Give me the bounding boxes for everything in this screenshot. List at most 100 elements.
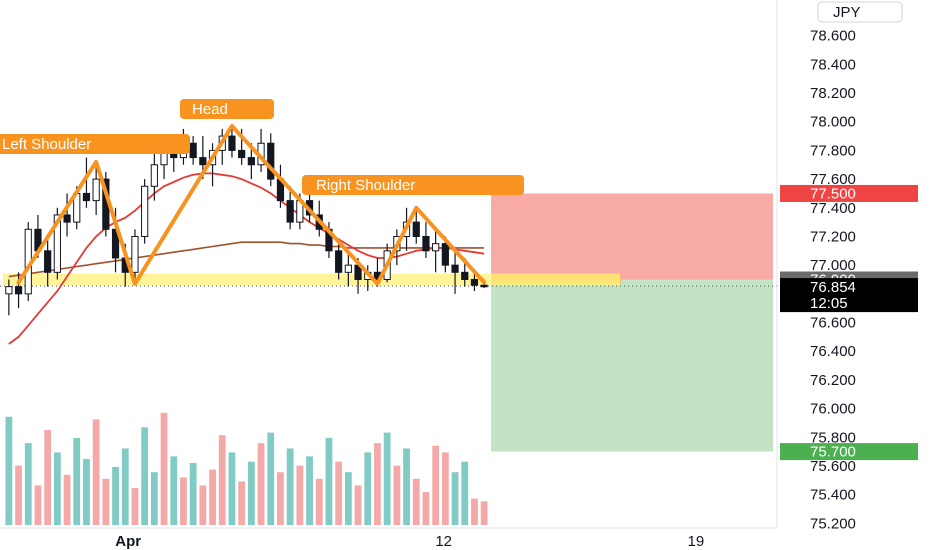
candle-body [286,200,294,223]
volume-bar [5,416,13,525]
volume-bar [150,472,158,525]
price-tick-label: 77.600 [810,171,856,188]
volume-bar [306,456,313,525]
price-tick-label: 75.600 [810,458,856,475]
candle-body [150,164,158,187]
volume-bar [315,478,323,525]
price-tick-label: 76.000 [810,401,856,418]
volume-bar [471,498,478,525]
volume-bar [218,435,226,525]
volume-bar [344,472,352,525]
neckline-highlight [2,273,620,286]
head-text: Head [192,101,228,118]
volume-bar [403,448,410,525]
candle-body [199,157,207,166]
volume-bar [480,501,488,525]
candle-body [412,221,420,237]
price-tick-label: 75.200 [810,515,856,532]
candle-body [82,192,91,202]
take-profit-price: 75.700 [810,444,856,461]
volume-bar [247,461,255,525]
time-axis[interactable]: Apr 12 19 [115,533,704,550]
candle-body [92,178,100,202]
volume-bar [73,437,81,525]
take-profit-badge: 75.700 [780,443,918,461]
candle-body [422,235,430,252]
candle-body [14,286,23,295]
volume-bar [267,432,275,525]
volume-bar [257,443,265,525]
candle-body [335,250,343,273]
price-tick-label: 76.600 [810,315,856,332]
current-price: 76.854 [810,279,856,296]
price-tick-label: 76.200 [810,372,856,389]
stop-loss-price: 77.500 [810,185,856,202]
price-tick-label: 77.200 [810,228,856,245]
volume-bar [393,465,401,525]
candle-body [189,142,197,159]
take-profit-zone [491,279,773,452]
head-shoulders-pattern [16,124,487,286]
volume-bar [441,452,449,525]
volume-bar [180,477,187,525]
price-tick-label: 77.800 [810,142,856,159]
volume-bar [422,492,430,525]
volume-bar [209,469,216,525]
volume-bar [131,488,139,525]
currency-badge[interactable]: JPY [817,1,903,23]
volume-bar [364,452,372,525]
volume-bar [141,427,149,525]
price-tick-label: 75.400 [810,487,856,504]
time-tick-label: 12 [435,533,452,550]
candle-body [247,157,255,166]
head-label: Head [180,99,274,119]
volume-bar [160,412,168,525]
candle-body [480,284,488,288]
volume-bar [63,474,71,525]
volume-bar [296,465,304,525]
candle-body [44,250,52,273]
right-shoulder-label: Right Shoulder [302,175,524,195]
volume-bar [325,437,333,525]
volume-bar [53,452,61,525]
volume-bar [112,466,119,525]
candle-body [53,214,61,273]
volume-bar [432,445,440,525]
bar-countdown: 12:05 [810,295,848,312]
candle-body [141,185,149,237]
price-badges: 77.500 76.900 76.854 12:05 75.700 [780,184,918,461]
slow-moving-average [8,241,485,278]
volume-bar [92,419,100,525]
volume-bar [383,432,391,525]
price-tick-label: 76.400 [810,343,856,360]
stop-loss-zone [491,193,773,280]
time-tick-label: 19 [688,533,705,550]
trade-zones [491,193,773,452]
volume-bar [335,461,343,525]
moving-averages [8,172,485,345]
volume-bar [121,448,129,525]
fast-moving-average [8,172,485,345]
price-tick-label: 75.800 [810,429,856,446]
volume-bar [354,485,362,525]
price-axis[interactable]: 78.600 78.400 78.200 78.000 77.800 77.600 77.4… [810,28,856,533]
volume-bar [277,472,284,525]
stop-loss-badge: 77.500 [780,184,918,202]
pattern-line [16,124,487,286]
volume-bar [24,443,32,525]
volume-bar [451,472,459,525]
left-shoulder-label: Left Shoulder [0,134,190,154]
candle-body [228,135,236,151]
candle-body [238,149,246,159]
volume-bar [189,462,197,525]
volume-bar [83,459,90,525]
volume-bar [228,452,236,525]
price-tick-label: 78.400 [810,56,856,73]
price-tick-label: 78.600 [810,28,856,45]
candle-body [451,264,459,273]
price-tick-label: 77.400 [810,200,856,217]
volume-bar [374,443,381,525]
candle-body [5,286,13,295]
volume-bar [102,478,110,525]
